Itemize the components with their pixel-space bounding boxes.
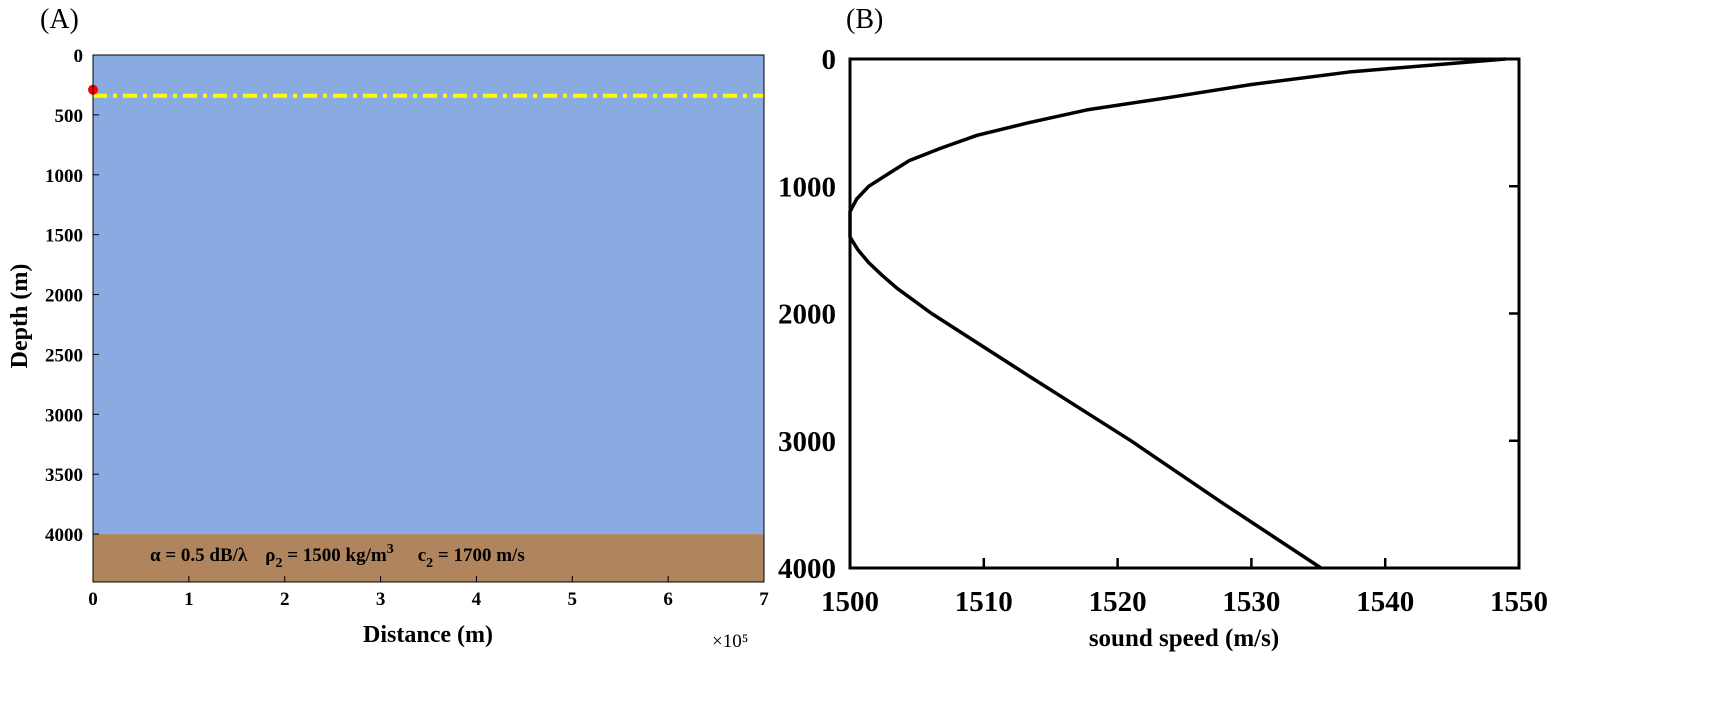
x-tick-label: 6 bbox=[663, 589, 673, 610]
x-tick-label: 1530 bbox=[1222, 586, 1280, 618]
x-axis-multiplier: ×10⁵ bbox=[712, 631, 748, 652]
y-tick-label: 2000 bbox=[45, 286, 83, 307]
x-tick-label: 1 bbox=[184, 589, 194, 610]
x-tick-label: 3 bbox=[376, 589, 386, 610]
y-tick-label: 3000 bbox=[778, 426, 836, 458]
y-tick-label: 2000 bbox=[778, 299, 836, 331]
y-tick-label: 4000 bbox=[45, 525, 83, 546]
water-region bbox=[93, 55, 764, 535]
y-tick-label: 1500 bbox=[45, 226, 83, 247]
panel-b-y-ticks: 0 1000 2000 3000 4000 bbox=[778, 44, 1519, 585]
y-tick-label: 0 bbox=[74, 46, 84, 67]
panel-a-chart: 0 1 2 3 4 5 6 7 0 500 1000 1500 2000 2500 3000 3500 400… bbox=[7, 46, 769, 652]
y-tick-label: 1000 bbox=[45, 166, 83, 187]
panel-a-y-axis-label: Depth (m) bbox=[7, 264, 33, 369]
y-tick-label: 2500 bbox=[45, 345, 83, 366]
y-tick-label: 3000 bbox=[45, 405, 83, 426]
panel-label-a: (A) bbox=[40, 4, 79, 35]
y-tick-label: 3500 bbox=[45, 465, 83, 486]
y-tick-label: 1000 bbox=[778, 171, 836, 203]
x-tick-label: 1550 bbox=[1490, 586, 1548, 618]
x-tick-label: 1540 bbox=[1356, 586, 1414, 618]
x-tick-label: 5 bbox=[568, 589, 578, 610]
panel-a-x-axis-label: Distance (m) bbox=[363, 622, 493, 648]
seabed-region bbox=[93, 534, 764, 582]
x-tick-label: 0 bbox=[88, 589, 98, 610]
sound-speed-profile-line bbox=[848, 57, 1506, 570]
x-tick-label: 1500 bbox=[821, 586, 879, 618]
x-tick-label: 7 bbox=[759, 589, 769, 610]
panel-label-b: (B) bbox=[846, 4, 883, 35]
panel-a-x-ticks: 0 1 2 3 4 5 6 7 bbox=[88, 576, 769, 610]
panel-b-axes-frame bbox=[848, 57, 1521, 570]
x-tick-label: 1520 bbox=[1089, 586, 1147, 618]
panel-a-axes-frame bbox=[92, 54, 765, 583]
y-tick-label: 4000 bbox=[778, 553, 836, 585]
seabed-parameters-label: α = 0.5 dB/λ ρ2 = 1500 kg/m3 c2 = 1700 m/s bbox=[150, 542, 525, 571]
panel-b-x-axis-label: sound speed (m/s) bbox=[1089, 625, 1279, 652]
panel-b-chart: 1500 1510 1520 1530 1540 1550 0 1000 2000 3000 40… bbox=[778, 44, 1548, 652]
y-tick-label: 500 bbox=[55, 106, 84, 127]
x-tick-label: 4 bbox=[472, 589, 482, 610]
x-tick-label: 1510 bbox=[955, 586, 1013, 618]
y-tick-label: 0 bbox=[822, 44, 837, 76]
panel-a-y-ticks: 0 500 1000 1500 2000 2500 3000 3500 4000 bbox=[45, 46, 99, 546]
panel-b-x-ticks: 1500 1510 1520 1530 1540 1550 bbox=[821, 558, 1548, 618]
x-tick-label: 2 bbox=[280, 589, 290, 610]
